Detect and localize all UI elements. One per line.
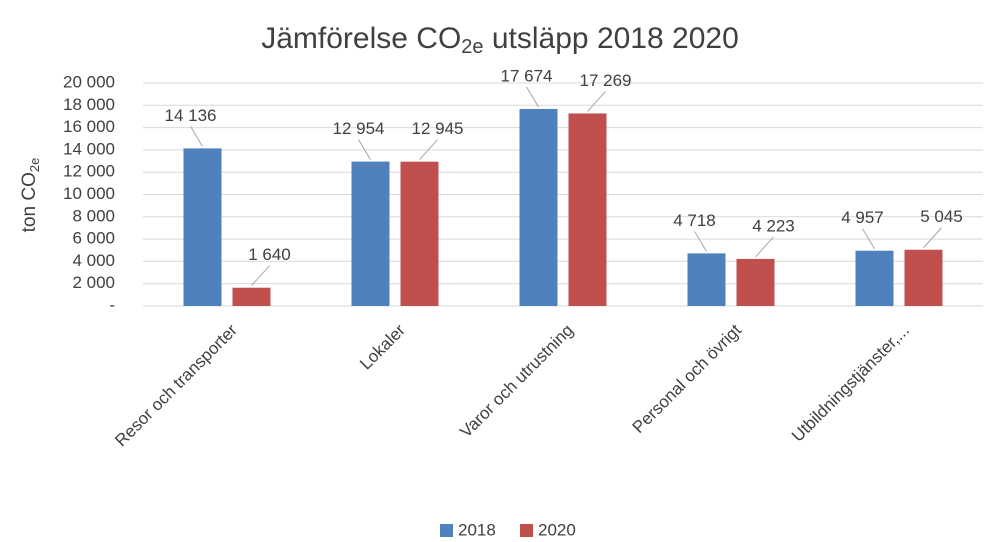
y-tick-label: 2 000 [72, 273, 115, 292]
x-tick-label: Lokaler [356, 320, 409, 373]
label-leader [358, 139, 371, 160]
bar [736, 258, 775, 306]
title-part: Jämförelse CO [261, 22, 461, 55]
y-tick-label: 14 000 [63, 139, 115, 158]
y-tick-label: 16 000 [63, 117, 115, 136]
y-label-subscript: 2e [27, 158, 42, 172]
y-tick-label: 4 000 [72, 251, 115, 270]
y-label-part: ton CO [19, 172, 40, 232]
x-tick-label: Varor och utrustning [456, 321, 577, 442]
data-label: 12 954 [333, 119, 385, 138]
legend-label: 2018 [458, 520, 496, 539]
label-leader [755, 236, 774, 258]
bar [400, 161, 439, 306]
bar [568, 113, 607, 306]
y-tick-label: 18 000 [63, 95, 115, 114]
legend-label: 2020 [538, 520, 576, 539]
y-tick-label: 6 000 [72, 229, 115, 248]
x-tick-label: Personal och övrigt [629, 320, 746, 437]
data-label: 5 045 [920, 207, 963, 226]
data-label: 17 674 [501, 66, 553, 85]
label-leader [862, 228, 875, 249]
title-subscript: 2e [461, 36, 483, 58]
x-tick-label: Utbildningstjänster,... [788, 321, 913, 446]
data-label: 14 136 [165, 106, 217, 125]
data-label: 4 957 [841, 208, 884, 227]
y-tick-label: 8 000 [72, 206, 115, 225]
legend-swatch [520, 524, 533, 537]
chart-title: Jämförelse CO2e utsläpp 2018 2020 [261, 22, 739, 58]
label-leader [190, 126, 203, 147]
data-label: 4 223 [752, 216, 795, 235]
data-label: 1 640 [248, 245, 291, 264]
bar [855, 250, 894, 306]
label-leader [419, 139, 438, 160]
data-label: 12 945 [412, 119, 464, 138]
label-leader [587, 91, 606, 112]
legend-swatch [440, 524, 453, 537]
label-leader [923, 227, 942, 249]
x-tick-label: Resor och transporter [111, 320, 241, 450]
y-tick-label: - [109, 295, 115, 314]
label-leader [251, 265, 270, 287]
label-leader [526, 86, 539, 108]
bar [232, 287, 271, 306]
bar [904, 249, 943, 306]
bar [183, 148, 222, 306]
y-tick-label: 10 000 [63, 184, 115, 203]
bar [519, 108, 558, 306]
data-label: 17 269 [580, 71, 632, 90]
y-axis-label: ton CO2e [19, 158, 42, 233]
bar [351, 161, 390, 306]
title-part: utsläpp 2018 2020 [484, 22, 739, 55]
y-tick-label: 12 000 [63, 162, 115, 181]
data-label: 4 718 [673, 211, 716, 230]
y-tick-label: 20 000 [63, 72, 115, 91]
bar [687, 253, 726, 306]
label-leader [694, 231, 707, 252]
